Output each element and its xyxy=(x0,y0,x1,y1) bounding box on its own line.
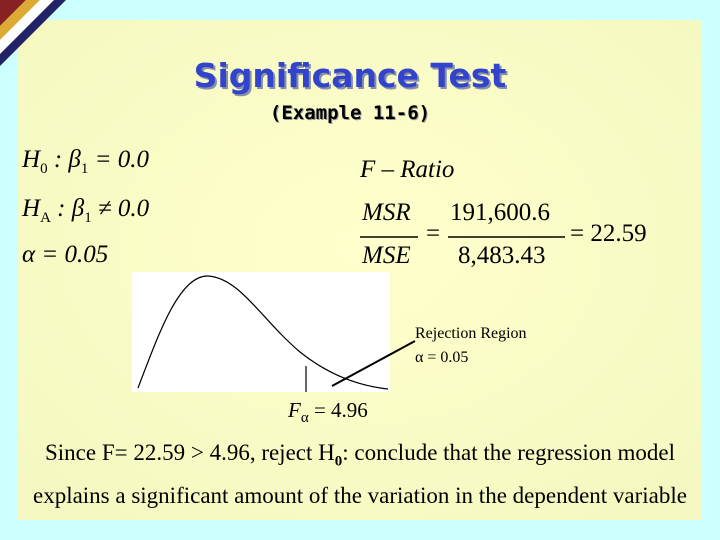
ha: HA : β1 ≠ 0.0 xyxy=(22,195,149,227)
text: : β xyxy=(53,146,81,173)
text: : conclude that the regression model exp… xyxy=(32,440,687,508)
text: F xyxy=(288,398,301,422)
title: Significance Test xyxy=(193,56,507,95)
equals: = xyxy=(426,220,441,247)
text: 1 xyxy=(84,210,92,226)
msr-value: 191,600.6 xyxy=(450,199,550,226)
text: ≠ 0.0 xyxy=(97,195,150,222)
text: α xyxy=(300,410,309,427)
text: : β xyxy=(57,195,85,222)
text: H xyxy=(22,146,41,173)
text: A xyxy=(40,210,51,226)
region-alpha: α = 0.05 xyxy=(415,349,469,366)
mse-value: 8,483.43 xyxy=(458,242,546,269)
panel xyxy=(18,20,702,520)
region-label: Rejection Region xyxy=(415,325,527,342)
f-result: = 22.59 xyxy=(570,220,647,247)
text: 0 xyxy=(334,453,343,470)
text: = 4.96 xyxy=(313,398,368,422)
alpha: α = 0.05 xyxy=(22,241,109,268)
h0: H0 : β1 = 0.0 xyxy=(22,146,149,178)
subtitle: (Example 11-6) xyxy=(269,102,431,124)
text: 0 xyxy=(40,161,48,177)
text: H xyxy=(22,195,41,222)
text: = 0.0 xyxy=(94,146,149,173)
msr: MSR xyxy=(362,199,411,226)
text: Since F= 22.59 > 4.96, reject H xyxy=(44,440,335,465)
conclusion: Since F= 22.59 > 4.96, reject H0: conclu… xyxy=(30,436,690,512)
text: 1 xyxy=(80,161,89,177)
critical-value: Fα = 4.96 xyxy=(288,398,368,427)
mse: MSE xyxy=(362,242,411,269)
pointer xyxy=(331,340,416,387)
f-ratio-label: F – Ratio xyxy=(360,156,455,183)
stripe xyxy=(0,0,66,66)
graph-box xyxy=(132,272,390,392)
f-curve xyxy=(137,275,389,390)
